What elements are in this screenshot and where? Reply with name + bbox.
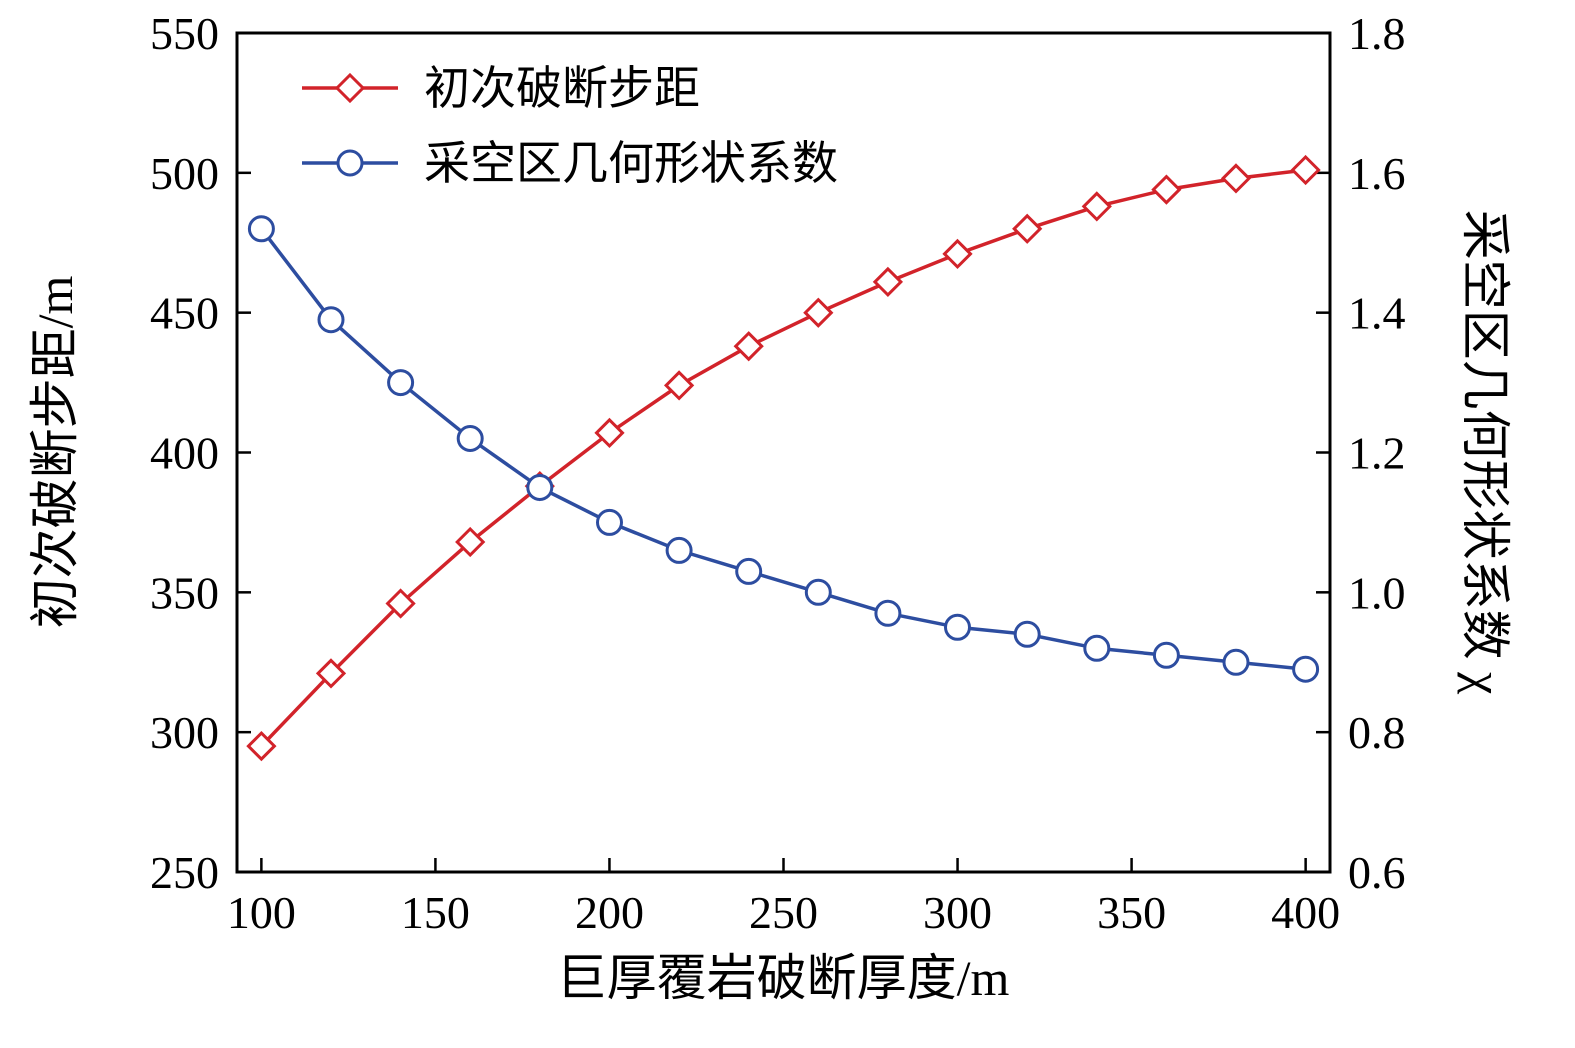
right-y-tick-label: 1.2 bbox=[1348, 428, 1406, 479]
legend-label-secondary: 采空区几何形状系数 bbox=[424, 138, 838, 189]
right-y-tick-label: 0.8 bbox=[1348, 707, 1406, 758]
legend-circle-marker-icon bbox=[336, 149, 364, 177]
data-point-diamond bbox=[942, 238, 973, 270]
x-tick-label: 400 bbox=[1271, 887, 1340, 938]
data-point-circle bbox=[1083, 634, 1111, 662]
legend-item-secondary: 采空区几何形状系数 bbox=[302, 138, 838, 189]
data-point-circle bbox=[1222, 648, 1250, 676]
data-point-diamond bbox=[594, 417, 625, 449]
data-point-circle bbox=[874, 599, 902, 627]
data-point-diamond bbox=[872, 266, 904, 298]
left-y-tick-label: 300 bbox=[150, 707, 219, 758]
data-point-circle bbox=[247, 215, 275, 243]
data-point-diamond bbox=[1290, 154, 1321, 186]
series-line-circle bbox=[260, 227, 1306, 671]
data-point-diamond bbox=[315, 658, 347, 689]
x-tick-label: 350 bbox=[1097, 887, 1166, 938]
data-point-diamond bbox=[803, 297, 834, 328]
data-point-diamond bbox=[733, 331, 764, 362]
data-point-circle bbox=[596, 508, 623, 536]
data-point-circle bbox=[944, 613, 971, 641]
plot-layer: 100 150 200 250 300 350 400 250 300 350 400 450 500 5… bbox=[150, 8, 1406, 938]
x-tick-label: 150 bbox=[401, 887, 470, 938]
data-point-diamond bbox=[663, 370, 695, 401]
x-tick-label: 100 bbox=[227, 887, 296, 938]
x-tick-label: 300 bbox=[923, 887, 992, 938]
left-y-tick-label: 550 bbox=[150, 8, 219, 59]
right-y-tick-label: 0.6 bbox=[1348, 847, 1406, 898]
data-point-circle bbox=[1013, 620, 1041, 648]
plot-frame bbox=[235, 31, 1332, 874]
left-y-tick-label: 450 bbox=[150, 288, 219, 339]
data-point-circle bbox=[735, 557, 763, 585]
right-y-tick-label: 1.8 bbox=[1348, 8, 1406, 59]
data-point-diamond bbox=[1220, 163, 1252, 194]
data-point-circle bbox=[456, 425, 484, 452]
data-point-diamond bbox=[1081, 191, 1112, 222]
left-axis-title: 初次破断步距/m bbox=[27, 276, 83, 629]
legend-label-primary: 初次破断步距 bbox=[424, 63, 700, 114]
left-y-tick-label: 350 bbox=[150, 567, 219, 618]
right-y-tick-label: 1.4 bbox=[1348, 288, 1406, 339]
left-y-tick-label: 250 bbox=[150, 847, 219, 898]
x-tick-label: 250 bbox=[749, 887, 818, 938]
legend-item-primary: 初次破断步距 bbox=[302, 63, 700, 114]
left-y-tick-label: 500 bbox=[150, 148, 219, 199]
legend: 初次破断步距 采空区几何形状系数 bbox=[302, 63, 838, 189]
right-y-tick-label: 1.6 bbox=[1348, 148, 1406, 199]
right-y-tick-label: 1.0 bbox=[1348, 567, 1406, 618]
data-point-diamond bbox=[1151, 174, 1182, 205]
x-axis-title: 巨厚覆岩破断厚度/m bbox=[557, 950, 1010, 1006]
data-point-diamond bbox=[1012, 213, 1043, 244]
data-point-diamond bbox=[455, 526, 486, 558]
legend-diamond-marker-icon bbox=[334, 72, 366, 104]
left-y-tick-label: 400 bbox=[150, 428, 219, 479]
data-point-circle bbox=[317, 306, 345, 334]
data-point-circle bbox=[665, 536, 693, 564]
right-axis-title: 采空区几何形状系数 χ bbox=[1457, 210, 1513, 695]
data-point-circle bbox=[387, 369, 415, 397]
x-tick-label: 200 bbox=[575, 887, 644, 938]
data-point-diamond bbox=[385, 588, 416, 619]
data-point-diamond bbox=[246, 730, 277, 762]
data-point-circle bbox=[804, 578, 832, 606]
data-point-circle bbox=[526, 474, 554, 501]
data-point-circle bbox=[1152, 641, 1180, 669]
series-line-diamond bbox=[260, 168, 1306, 748]
data-point-circle bbox=[1292, 655, 1320, 683]
